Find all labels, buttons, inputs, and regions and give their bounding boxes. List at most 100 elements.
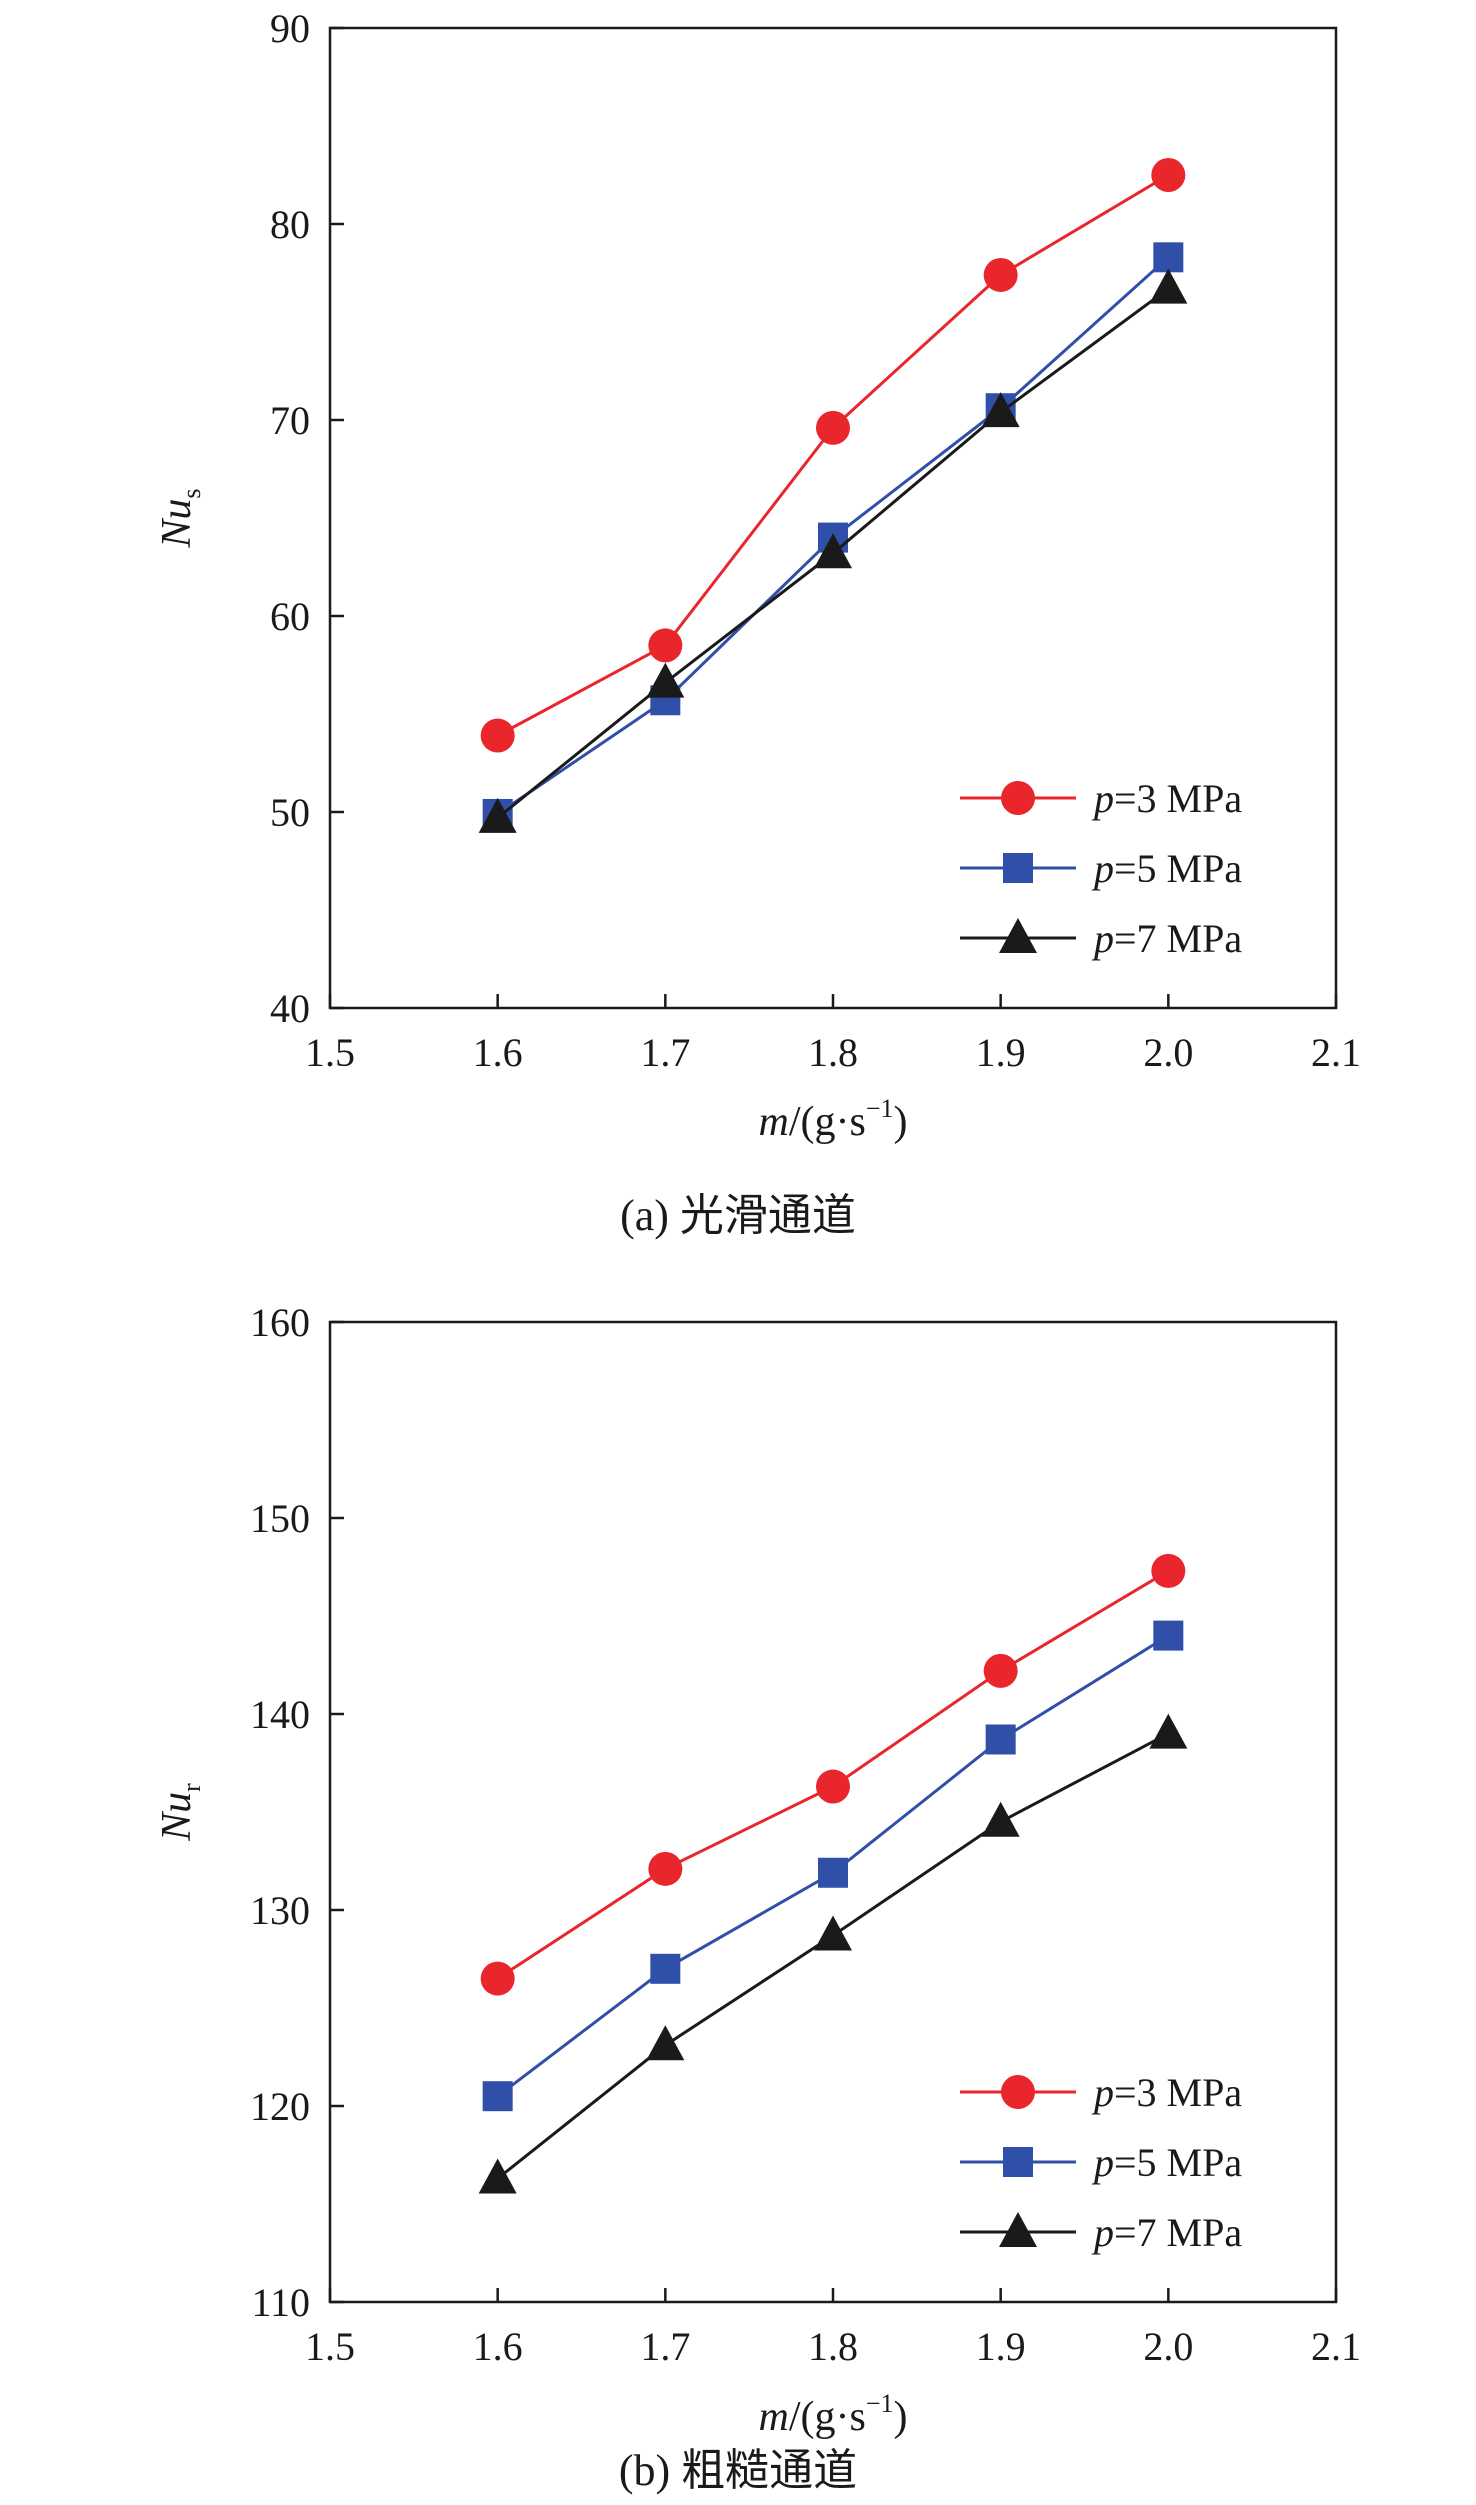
x-axis-label: m/(g·s−1) bbox=[758, 1094, 907, 1145]
legend-label: p=7 MPa bbox=[1091, 2210, 1242, 2255]
series-line bbox=[496, 173, 1170, 737]
data-point-triangle bbox=[814, 533, 852, 569]
legend-swatch-marker bbox=[1001, 781, 1035, 815]
x-axis-label-var: m bbox=[758, 1099, 788, 1145]
y-tick-label: 150 bbox=[250, 1496, 310, 1541]
legend-label-var: p bbox=[1091, 776, 1114, 821]
legend-label: p=5 MPa bbox=[1091, 2140, 1242, 2185]
legend-item: p=5 MPa bbox=[960, 846, 1242, 891]
data-point-triangle bbox=[1149, 268, 1188, 304]
x-tick-label: 1.7 bbox=[640, 2324, 690, 2369]
y-axis-label-sub: s bbox=[177, 488, 206, 498]
y-axis-label: Nur bbox=[154, 1783, 206, 1842]
legend-label: p=5 MPa bbox=[1091, 846, 1242, 891]
data-point-circle bbox=[983, 257, 1018, 292]
series-3mpa bbox=[480, 158, 1186, 753]
data-point-triangle bbox=[646, 2025, 685, 2061]
legend-label: p=3 MPa bbox=[1091, 2070, 1242, 2115]
legend-item: p=7 MPa bbox=[960, 2210, 1242, 2255]
legend-swatch-marker bbox=[1001, 2075, 1035, 2109]
data-point-circle bbox=[1151, 1553, 1186, 1588]
series-7mpa bbox=[478, 1713, 1188, 2194]
x-tick-label: 1.6 bbox=[473, 2324, 523, 2369]
legend-label-rest: =7 MPa bbox=[1114, 916, 1242, 961]
x-tick-label: 2.0 bbox=[1143, 1030, 1193, 1075]
x-axis-label-close: ) bbox=[894, 2394, 908, 2440]
data-point-circle bbox=[983, 1653, 1018, 1688]
y-tick-label: 80 bbox=[270, 202, 310, 247]
panel-caption: (a) 光滑通道 bbox=[620, 1191, 856, 1240]
data-point-circle bbox=[648, 628, 683, 663]
data-point-triangle bbox=[478, 797, 517, 833]
x-tick-label: 1.5 bbox=[305, 2324, 355, 2369]
y-tick-label: 50 bbox=[270, 790, 310, 835]
legend-swatch-marker bbox=[999, 2212, 1037, 2247]
y-tick-label: 90 bbox=[270, 6, 310, 51]
x-axis-label-unit: /(g·s bbox=[789, 1099, 866, 1145]
x-tick-label: 1.6 bbox=[473, 1030, 523, 1075]
data-point-triangle bbox=[1149, 1713, 1188, 1749]
legend-label: p=7 MPa bbox=[1091, 916, 1242, 961]
data-point-circle bbox=[480, 1961, 515, 1996]
legend-item: p=7 MPa bbox=[960, 916, 1242, 961]
series-3mpa bbox=[480, 1553, 1186, 1996]
legend-label-var: p bbox=[1091, 916, 1114, 961]
x-axis-label-unit: /(g·s bbox=[789, 2394, 866, 2440]
x-tick-label: 1.8 bbox=[808, 1030, 858, 1075]
data-point-circle bbox=[816, 410, 850, 445]
chart-panel-a: 1.5 1.6 1.7 1.8 1.9 2.0 2.1 40 50 60 70 80 90 m/(g·s−… bbox=[154, 6, 1361, 1240]
x-tick-label: 1.9 bbox=[976, 2324, 1026, 2369]
legend-label-rest: =3 MPa bbox=[1114, 2070, 1242, 2115]
legend-item: p=3 MPa bbox=[960, 776, 1242, 821]
x-axis-label: m/(g·s−1) bbox=[758, 2389, 907, 2440]
data-point-square bbox=[482, 2081, 513, 2112]
data-point-circle bbox=[480, 718, 515, 753]
legend-label: p=3 MPa bbox=[1091, 776, 1242, 821]
legend-item: p=5 MPa bbox=[960, 2140, 1242, 2185]
series-7mpa bbox=[478, 268, 1188, 833]
data-point-square bbox=[650, 1953, 681, 1984]
y-axis-label: Nus bbox=[154, 488, 206, 548]
legend-label-rest: =5 MPa bbox=[1114, 2140, 1242, 2185]
y-tick-label: 120 bbox=[250, 2084, 310, 2129]
x-tick-label: 1.7 bbox=[640, 1030, 690, 1075]
legend-label-rest: =7 MPa bbox=[1114, 2210, 1242, 2255]
data-point-triangle bbox=[646, 662, 685, 698]
y-tick-label: 140 bbox=[250, 1692, 310, 1737]
data-point-triangle bbox=[981, 1801, 1020, 1837]
x-tick-label: 2.0 bbox=[1143, 2324, 1193, 2369]
x-axis-label-exp: −1 bbox=[866, 2389, 894, 2418]
y-tick-label: 60 bbox=[270, 594, 310, 639]
legend-swatch-marker bbox=[999, 918, 1037, 953]
y-axis-label-sub: r bbox=[177, 1783, 206, 1792]
x-tick-label: 2.1 bbox=[1311, 2324, 1361, 2369]
y-tick-label: 70 bbox=[270, 398, 310, 443]
data-point-square bbox=[1153, 1620, 1184, 1651]
data-point-square bbox=[985, 1724, 1016, 1755]
panel-caption: (b) 粗糙通道 bbox=[619, 2446, 857, 2495]
chart-panel-b: 1.5 1.6 1.7 1.8 1.9 2.0 2.1 110 120 130 140 150 160 m… bbox=[154, 1300, 1361, 2495]
data-point-square bbox=[1153, 242, 1184, 273]
data-point-circle bbox=[1151, 158, 1186, 192]
legend-swatch-marker bbox=[1003, 2147, 1033, 2177]
x-tick-label: 2.1 bbox=[1311, 1030, 1361, 1075]
data-point-circle bbox=[816, 1769, 850, 1804]
legend-label-rest: =5 MPa bbox=[1114, 846, 1242, 891]
legend-label-var: p bbox=[1091, 846, 1114, 891]
data-point-circle bbox=[648, 1851, 683, 1886]
y-tick-label: 110 bbox=[251, 2280, 310, 2325]
x-tick-label: 1.5 bbox=[305, 1030, 355, 1075]
x-axis-label-close: ) bbox=[894, 1099, 908, 1145]
y-axis-label-var: Nu bbox=[154, 1792, 200, 1842]
data-point-triangle bbox=[814, 1915, 852, 1951]
legend-label-var: p bbox=[1091, 2210, 1114, 2255]
legend-label-rest: =3 MPa bbox=[1114, 776, 1242, 821]
x-axis-label-var: m bbox=[758, 2394, 788, 2440]
x-tick-label: 1.8 bbox=[808, 2324, 858, 2369]
legend-label-var: p bbox=[1091, 2070, 1114, 2115]
legend-item: p=3 MPa bbox=[960, 2070, 1242, 2115]
